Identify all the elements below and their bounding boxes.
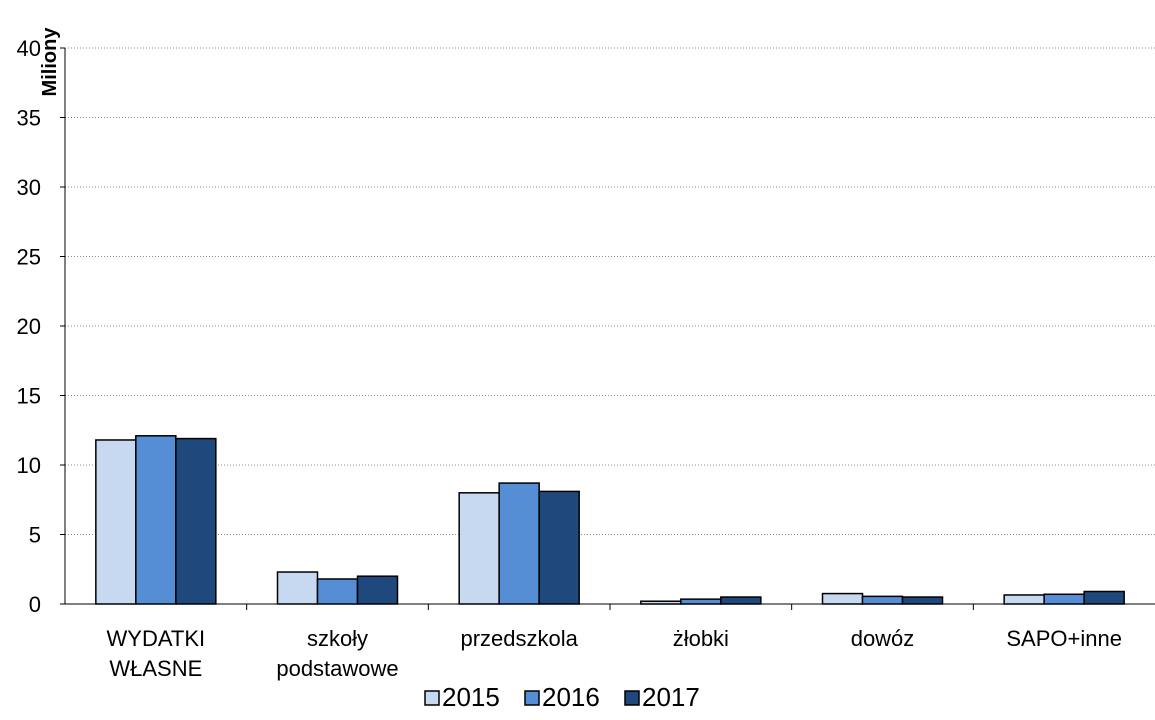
bar-2017 xyxy=(901,596,944,605)
legend-swatch-2016 xyxy=(524,690,540,706)
y-tick-label: 25 xyxy=(17,245,41,270)
x-category-label: przedszkola xyxy=(460,626,578,651)
bar-2017 xyxy=(720,596,762,605)
x-category-label: podstawowe xyxy=(276,656,398,681)
x-category-label: żłobki xyxy=(673,626,729,651)
bar-2017 xyxy=(175,437,217,605)
legend-label: 2017 xyxy=(642,682,700,712)
bar-2015 xyxy=(1003,594,1045,605)
legend-swatch-2015 xyxy=(424,690,440,706)
y-tick-label: 20 xyxy=(17,314,41,339)
x-category-label: dowóz xyxy=(851,626,915,651)
y-tick-label: 0 xyxy=(29,592,41,617)
bar-2015 xyxy=(458,492,500,605)
y-tick-label: 10 xyxy=(17,453,41,478)
x-category-label: SAPO+inne xyxy=(1006,626,1122,651)
bar-2016 xyxy=(316,578,359,605)
bar-2016 xyxy=(1043,593,1085,605)
y-tick-label: 5 xyxy=(29,523,41,548)
legend-label: 2016 xyxy=(542,682,600,712)
y-axis-label: Miliony xyxy=(39,27,61,97)
legend-label: 2015 xyxy=(442,682,500,712)
x-category-label: WYDATKI xyxy=(107,626,206,651)
legend-swatch-2017 xyxy=(624,690,640,706)
y-tick-label: 35 xyxy=(17,106,41,131)
bar-2015 xyxy=(276,571,319,605)
y-tick-label: 15 xyxy=(17,384,41,409)
bar-2017 xyxy=(538,490,580,605)
bar-2015 xyxy=(640,600,682,605)
bar-2015 xyxy=(95,439,137,605)
bar-2016 xyxy=(861,595,904,605)
bar-2016 xyxy=(498,482,540,605)
bar-2016 xyxy=(135,435,177,605)
bar-2015 xyxy=(821,592,864,605)
y-tick-label: 30 xyxy=(17,175,41,200)
x-category-label: WŁASNE xyxy=(109,656,202,681)
bar-2016 xyxy=(680,598,722,605)
bar-2017 xyxy=(1083,590,1125,605)
y-tick-label: 40 xyxy=(17,36,41,61)
x-category-label: szkoły xyxy=(307,626,368,651)
bar-2017 xyxy=(356,575,399,605)
